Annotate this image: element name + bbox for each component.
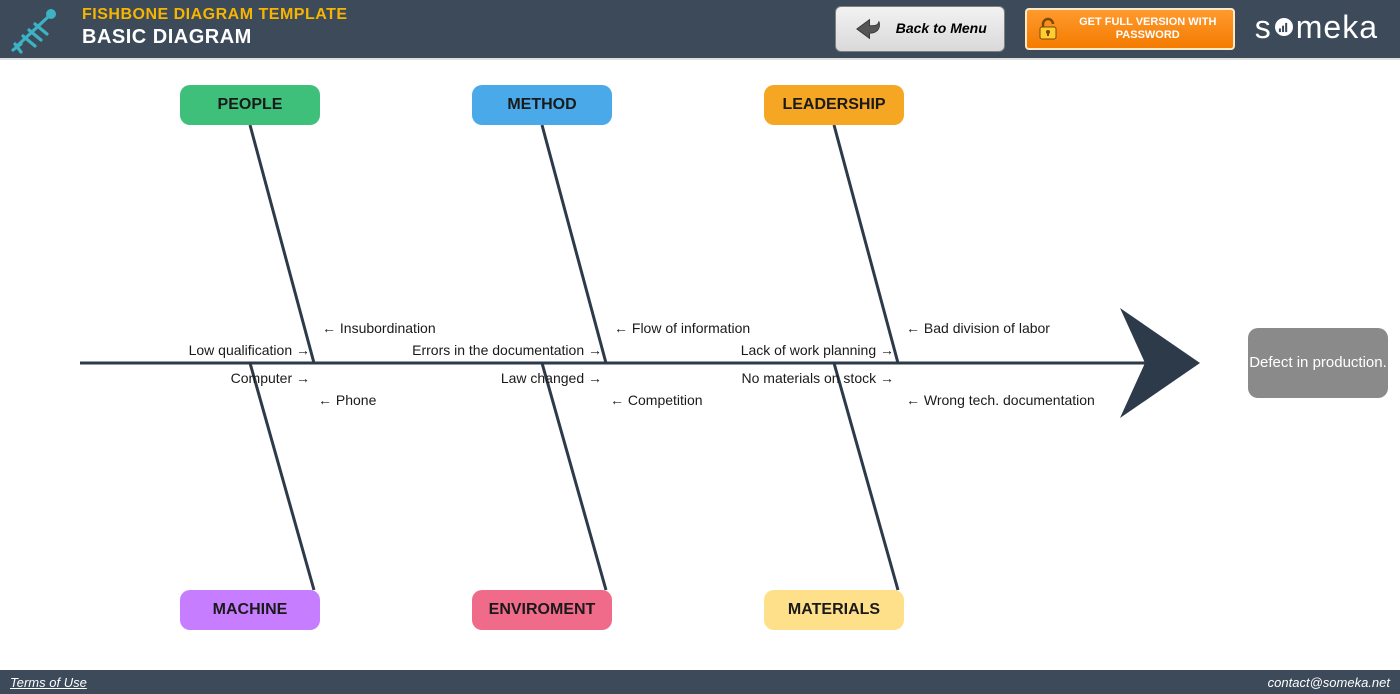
fishbone-logo (0, 0, 72, 58)
app-header: FISHBONE DIAGRAM TEMPLATE BASIC DIAGRAM … (0, 0, 1400, 60)
fishbone-diagram: PEOPLE METHOD LEADERSHIP MACHINE ENVIROMENT M… (0, 60, 1400, 670)
cause-label-3[interactable]: ← Phone (318, 392, 376, 408)
brand-logo: s meka (1255, 9, 1400, 50)
effect-box[interactable]: Defect in production. (1248, 328, 1388, 398)
full-version-label: GET FULL VERSION WITH PASSWORD (1071, 16, 1225, 42)
template-title: FISHBONE DIAGRAM TEMPLATE (82, 6, 348, 24)
unlock-icon (1035, 16, 1061, 42)
cause-label-4[interactable]: Errors in the documentation → (340, 342, 602, 358)
back-to-menu-button[interactable]: Back to Menu (835, 6, 1005, 52)
contact-email: contact@someka.net (1268, 675, 1390, 690)
cause-label-11[interactable]: ← Wrong tech. documentation (906, 392, 1095, 408)
cause-label-5[interactable]: ← Flow of information (614, 320, 750, 336)
cause-label-1[interactable]: ← Insubordination (322, 320, 436, 336)
header-titles: FISHBONE DIAGRAM TEMPLATE BASIC DIAGRAM (72, 0, 358, 58)
category-people[interactable]: PEOPLE (180, 85, 320, 125)
brand-dot-icon (1275, 18, 1293, 36)
get-full-version-button[interactable]: GET FULL VERSION WITH PASSWORD (1025, 8, 1235, 50)
back-button-label: Back to Menu (896, 21, 987, 36)
cause-label-9[interactable]: ← Bad division of labor (906, 320, 1050, 336)
category-leadership[interactable]: LEADERSHIP (764, 85, 904, 125)
app-footer: Terms of Use contact@someka.net (0, 670, 1400, 694)
cause-label-10[interactable]: No materials on stock → (660, 370, 894, 386)
brand-part-1: s (1255, 9, 1272, 46)
terms-link[interactable]: Terms of Use (10, 675, 87, 690)
page-title: BASIC DIAGRAM (82, 26, 348, 49)
cause-label-0[interactable]: Low qualification → (120, 342, 310, 358)
cause-label-2[interactable]: Computer → (150, 370, 310, 386)
brand-part-2: meka (1296, 9, 1378, 46)
fishbone-svg (0, 60, 1400, 668)
cause-label-8[interactable]: Lack of work planning → (660, 342, 894, 358)
category-enviroment[interactable]: ENVIROMENT (472, 590, 612, 630)
category-method[interactable]: METHOD (472, 85, 612, 125)
cause-label-7[interactable]: ← Competition (610, 392, 703, 408)
category-materials[interactable]: MATERIALS (764, 590, 904, 630)
category-machine[interactable]: MACHINE (180, 590, 320, 630)
cause-label-6[interactable]: Law changed → (430, 370, 602, 386)
back-arrow-icon (850, 14, 884, 44)
